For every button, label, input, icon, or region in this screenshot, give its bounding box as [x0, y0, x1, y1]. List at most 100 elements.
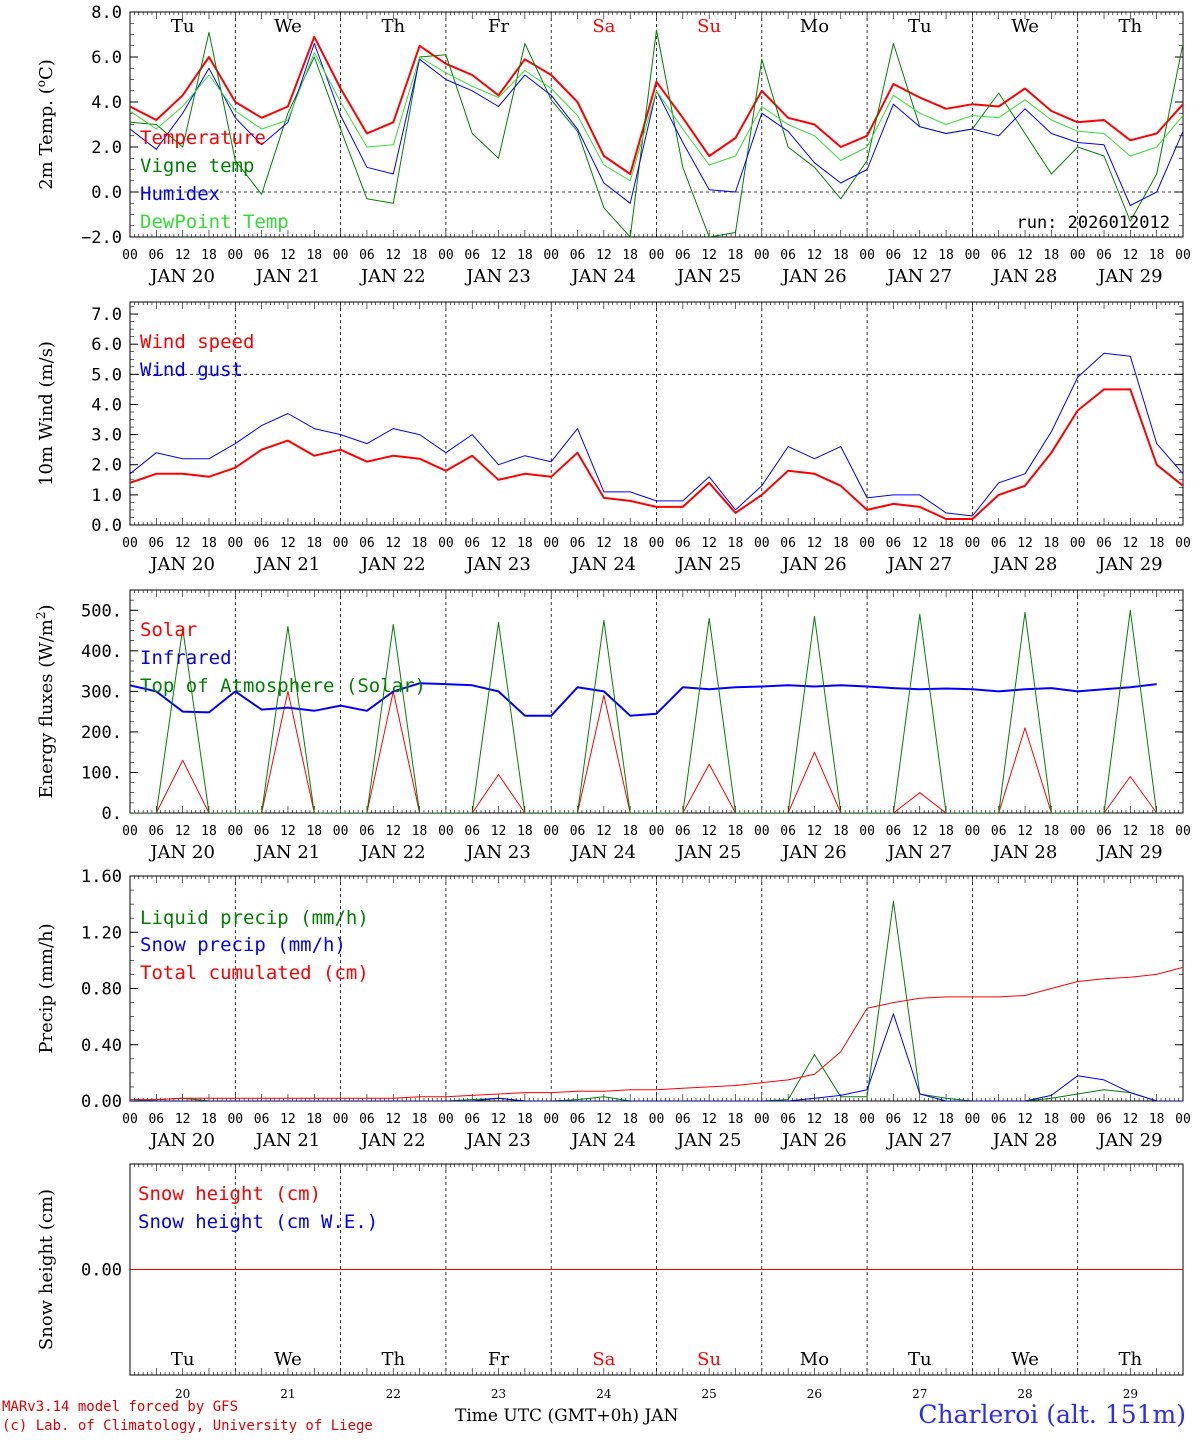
hour-tick-label: 18	[1149, 824, 1165, 839]
hour-tick-label: 12	[385, 536, 401, 551]
hour-tick-label: 00	[333, 1112, 349, 1127]
hour-tick-label: 12	[491, 1112, 507, 1127]
legend-top-of-atmosphere-solar-: Top of Atmosphere (Solar)	[140, 675, 426, 697]
day-number-label: 29	[1123, 1387, 1138, 1401]
date-label: JAN 28	[991, 1130, 1058, 1151]
hour-tick-label: 00	[122, 824, 138, 839]
legend-temperature: Temperature	[140, 127, 266, 149]
hour-tick-label: 12	[491, 824, 507, 839]
date-label: JAN 25	[675, 266, 742, 287]
hour-tick-label: 06	[886, 1112, 902, 1127]
hour-tick-label: 06	[780, 536, 796, 551]
weekday-label: We	[274, 1349, 302, 1370]
hour-tick-label: 12	[175, 824, 191, 839]
hour-tick-label: 12	[912, 536, 928, 551]
date-label: JAN 29	[1096, 1130, 1163, 1151]
legend-vigne-temp: Vigne temp	[140, 155, 254, 177]
y-tick-label: 100.	[81, 763, 122, 783]
y-tick-label: 500.	[81, 601, 122, 621]
hour-tick-label: 00	[227, 536, 243, 551]
legend-infrared: Infrared	[140, 647, 232, 669]
model-credit: MARv3.14 model forced by GFS (c) Lab. of…	[2, 1398, 373, 1436]
hour-tick-label: 18	[728, 536, 744, 551]
hour-tick-label: 18	[833, 824, 849, 839]
hour-tick-label: 00	[1070, 824, 1086, 839]
hour-tick-label: 06	[464, 536, 480, 551]
hour-tick-label: 18	[517, 824, 533, 839]
hour-tick-label: 06	[359, 248, 375, 263]
model-line-2: (c) Lab. of Climatology, University of L…	[2, 1418, 373, 1434]
hour-tick-label: 00	[438, 824, 454, 839]
hour-tick-label: 18	[622, 824, 638, 839]
hour-tick-label: 18	[1044, 1112, 1060, 1127]
y-tick-label: 0.80	[81, 980, 122, 1000]
hour-tick-label: 18	[938, 248, 954, 263]
panel-3: 1.60 1.20 0.80 0.40 0.00 Precip (mm/h) Liquid …	[36, 867, 1191, 1151]
hour-tick-label: 06	[570, 248, 586, 263]
hour-tick-label: 12	[280, 824, 296, 839]
y-tick-label: 1.60	[81, 867, 122, 887]
hour-tick-label: 18	[728, 248, 744, 263]
hour-tick-label: 00	[227, 1112, 243, 1127]
hour-tick-label: 00	[649, 536, 665, 551]
weekday-label: Th	[381, 16, 405, 37]
hour-tick-label: 18	[938, 824, 954, 839]
hour-tick-label: 18	[201, 536, 217, 551]
legend-solar: Solar	[140, 619, 197, 641]
station-label: Charleroi (alt. 151m)	[918, 1400, 1186, 1429]
legend-snow-height-cm-: Snow height (cm)	[138, 1183, 321, 1205]
weekday-label: Sa	[592, 1349, 615, 1370]
hour-tick-label: 00	[543, 824, 559, 839]
hour-tick-label: 12	[1017, 248, 1033, 263]
hour-tick-label: 18	[306, 536, 322, 551]
hour-tick-label: 00	[649, 1112, 665, 1127]
weekday-label: Su	[697, 16, 721, 37]
y-tick-label: 0.0	[91, 516, 122, 536]
hour-tick-label: 00	[965, 824, 981, 839]
hour-tick-label: 06	[464, 1112, 480, 1127]
hour-tick-label: 06	[1096, 536, 1112, 551]
hour-tick-label: 18	[412, 1112, 428, 1127]
weekday-label: We	[274, 16, 302, 37]
hour-tick-label: 00	[333, 248, 349, 263]
weekday-label: Mo	[800, 1349, 829, 1370]
hour-tick-label: 00	[649, 248, 665, 263]
hour-tick-label: 00	[754, 1112, 770, 1127]
date-label: JAN 20	[148, 842, 215, 863]
hour-tick-label: 12	[1123, 536, 1139, 551]
hour-tick-label: 00	[543, 1112, 559, 1127]
hour-tick-label: 06	[780, 1112, 796, 1127]
date-label: JAN 29	[1096, 266, 1163, 287]
date-label: JAN 21	[254, 266, 321, 287]
hour-tick-label: 18	[201, 824, 217, 839]
hour-tick-label: 18	[306, 248, 322, 263]
weekday-label: Tu	[171, 1349, 195, 1370]
hour-tick-label: 00	[122, 248, 138, 263]
hour-tick-label: 12	[701, 1112, 717, 1127]
hour-tick-label: 12	[491, 536, 507, 551]
weekday-label: Tu	[171, 16, 195, 37]
y-tick-label: 5.0	[91, 365, 122, 385]
hour-tick-label: 12	[280, 248, 296, 263]
hour-tick-label: 06	[148, 248, 164, 263]
hour-tick-label: 12	[701, 824, 717, 839]
date-label: JAN 20	[148, 1130, 215, 1151]
hour-tick-label: 12	[596, 248, 612, 263]
hour-tick-label: 00	[859, 824, 875, 839]
weekday-label: We	[1011, 1349, 1039, 1370]
hour-tick-label: 00	[333, 824, 349, 839]
hour-tick-label: 12	[385, 1112, 401, 1127]
y-tick-label: 0.00	[81, 1092, 122, 1112]
date-label: JAN 21	[254, 842, 321, 863]
hour-tick-label: 18	[938, 1112, 954, 1127]
series-group	[130, 900, 1183, 1101]
y-axis-label: 10m Wind (m/s)	[36, 341, 57, 486]
hour-tick-label: 00	[1175, 824, 1191, 839]
date-label: JAN 26	[780, 842, 847, 863]
series-total-cumulated-cm-	[130, 966, 1183, 1101]
hour-tick-label: 06	[464, 824, 480, 839]
hour-tick-label: 00	[965, 536, 981, 551]
hour-tick-label: 18	[622, 1112, 638, 1127]
hour-tick-label: 12	[1017, 1112, 1033, 1127]
